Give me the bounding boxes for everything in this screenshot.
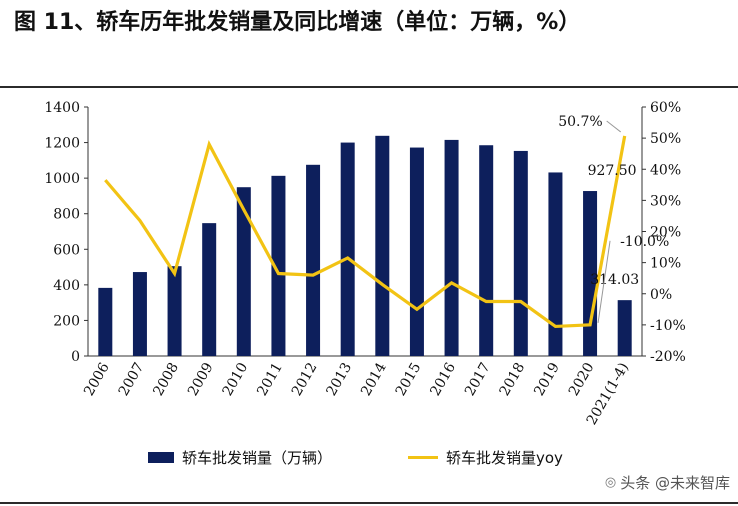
y-right-tick-label: 30% [650, 193, 681, 209]
bar [375, 135, 390, 356]
x-tick-label: 2006 [81, 360, 113, 399]
y-left-tick-label: 200 [53, 313, 80, 329]
x-tick-label: 2010 [220, 360, 252, 399]
x-tick-label: 2009 [185, 360, 217, 399]
y-right-tick-label: 50% [650, 131, 681, 147]
bar [202, 223, 217, 356]
bar [167, 266, 182, 356]
y-left-tick-label: 1200 [44, 136, 80, 152]
x-tick-label: 2015 [393, 360, 425, 399]
y-left-tick-label: 400 [53, 278, 80, 294]
x-tick-label: 2014 [358, 360, 390, 399]
y-left-tick-label: 1000 [44, 171, 80, 187]
y-left-tick-label: 800 [53, 207, 80, 223]
y-left-tick-label: 1400 [44, 100, 80, 116]
bar-line-chart: 0 200 400 600 800 1000 1200 1400 -20% -10% 0% 10% 20… [44, 100, 686, 428]
data-label-2021-line: 50.7% [558, 114, 602, 130]
x-tick-label: 2017 [462, 360, 494, 399]
legend-item-line: 轿车批发销量yoy [408, 447, 563, 468]
watermark-icon: ◎ [604, 475, 617, 490]
bar [617, 300, 632, 356]
x-tick-label: 2018 [497, 360, 529, 399]
bar [513, 150, 528, 356]
x-tick-label: 2007 [116, 360, 148, 399]
x-tick-label: 2011 [254, 360, 286, 399]
x-tick-label: 2012 [289, 360, 321, 399]
bar [548, 172, 563, 356]
bar [583, 191, 598, 356]
y-right-tick-label: 0% [650, 287, 672, 303]
y-left-tick-label: 600 [53, 242, 80, 258]
x-tick-label: 2016 [427, 360, 459, 399]
data-label-2020-line: -10.0% [620, 234, 669, 250]
bar [132, 272, 147, 356]
figure-title: 图 11、轿车历年批发销量及同比增速（单位：万辆，%） [14, 10, 581, 35]
y-right-tick-label: -20% [650, 349, 686, 365]
title-rule [0, 86, 738, 88]
data-label-2020-bar: 927.50 [588, 163, 637, 179]
bar [236, 187, 251, 356]
bar [409, 147, 424, 356]
y-right-tick-label: -10% [650, 318, 686, 334]
leader-line [606, 120, 621, 133]
bar [340, 142, 355, 356]
leader-line [597, 240, 611, 323]
yoy-line [104, 135, 627, 329]
y-left-tick-label: 0 [71, 349, 80, 365]
y-right-tick-label: 10% [650, 256, 681, 272]
bar [444, 139, 459, 356]
bar-series [98, 135, 632, 356]
data-labels: 927.50 314.03 -10.0% 50.7% [558, 114, 669, 323]
bar [271, 175, 286, 356]
data-label-2021-bar: 314.03 [590, 272, 639, 288]
bar [306, 164, 321, 356]
legend-line-swatch [408, 456, 438, 459]
legend-item-bar: 轿车批发销量（万辆） [148, 447, 332, 468]
x-tick-label: 2008 [150, 360, 182, 399]
y-right-tick-label: 60% [650, 100, 681, 116]
bottom-rule [0, 502, 738, 504]
y-right-tick-label: 20% [650, 225, 681, 241]
bar [98, 287, 113, 356]
y-right-tick-label: 40% [650, 162, 681, 178]
watermark-text: 头条 @未来智库 [620, 474, 730, 492]
legend-bar-swatch [148, 452, 174, 463]
x-tick-label: 2013 [323, 360, 355, 399]
watermark: ◎ 头条 @未来智库 [605, 472, 730, 493]
x-tick-label: 2020 [566, 360, 598, 399]
legend-bar-label: 轿车批发销量（万辆） [182, 449, 333, 467]
line-series [104, 135, 627, 329]
bar [479, 145, 494, 356]
x-tick-label: 2019 [531, 360, 563, 399]
legend-line-label: 轿车批发销量yoy [446, 449, 563, 467]
